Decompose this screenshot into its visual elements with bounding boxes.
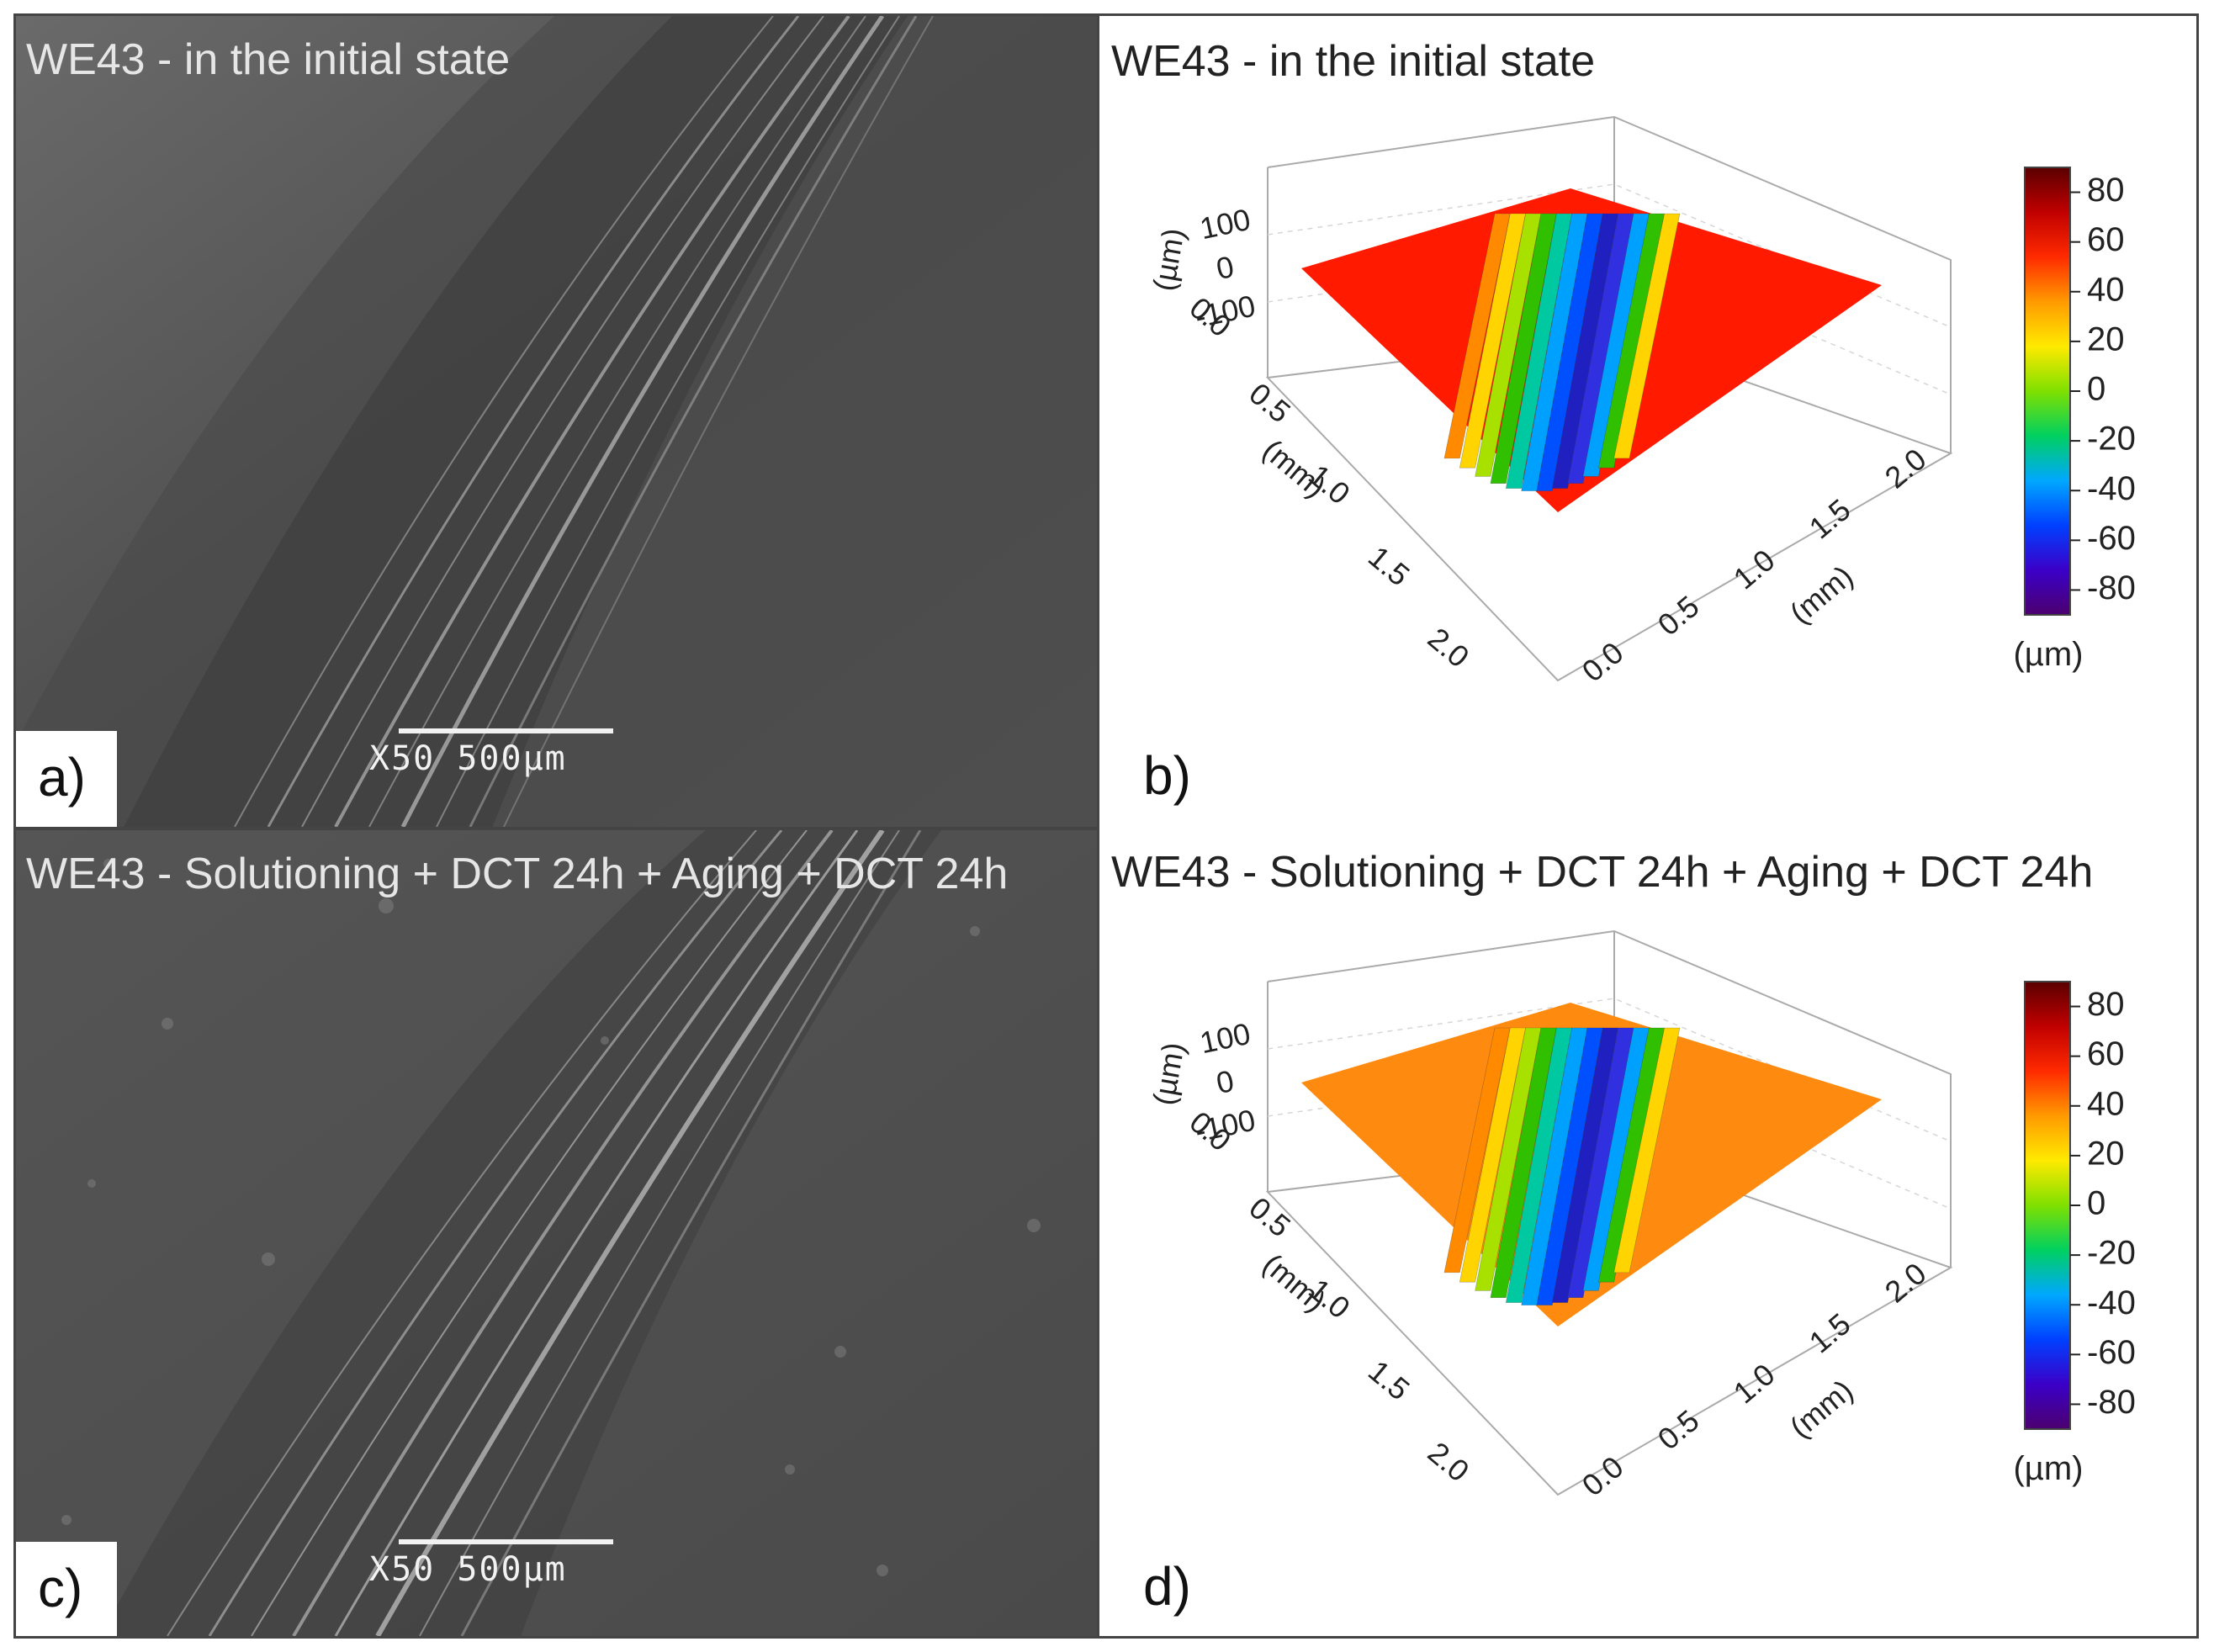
z-tick-label: 0: [1213, 1063, 1237, 1100]
z-axis-label: (µm): [1146, 1040, 1190, 1108]
groove-band: [1505, 213, 1573, 489]
horizontal-divider: [16, 827, 1097, 830]
colorbar: 80 60 40 20 0 -20 -40 -60 -80(µm): [2013, 981, 2136, 1487]
z-tick-label: 0: [1213, 249, 1237, 286]
y-tick-label: 1.0: [1727, 543, 1782, 596]
z-axis-label: (µm): [1146, 225, 1190, 294]
colorbar-tick-label: 60: [2087, 1035, 2125, 1072]
colorbar-unit-label: (µm): [2013, 1450, 2083, 1487]
x-tick-label: 2.0: [1422, 621, 1476, 675]
figure-frame: WE43 - in the initial state X50 500µm a): [13, 13, 2199, 1639]
groove-band: [1490, 213, 1557, 484]
surface-plot-d: WE43 - Solutioning + DCT 24h + Aging + D…: [1099, 830, 2196, 1636]
groove-band: [1567, 1027, 1634, 1299]
plot-title-b: WE43 - in the initial state: [1111, 37, 1596, 86]
groove-band: [1582, 1027, 1650, 1291]
groove-band: [1475, 213, 1542, 477]
colorbar-tick-label: 60: [2087, 221, 2125, 258]
colorbar-tick-label: -20: [2087, 421, 2136, 458]
surface-mesh: [1301, 1003, 1882, 1326]
colorbar-tick-label: 80: [2087, 986, 2125, 1023]
panel-label-c-text: c): [38, 1558, 83, 1618]
surface-plot-b: WE43 - in the initial state 100 0 -100 (µm)…: [1099, 16, 2196, 827]
z-tick-label: 100: [1197, 1016, 1253, 1061]
y-axis-label: (mm): [1783, 559, 1860, 630]
groove-band: [1613, 213, 1681, 459]
colorbar-unit-label: (µm): [2013, 636, 2083, 673]
scale-bar-a: [399, 728, 613, 733]
x-tick-label: 1.5: [1362, 539, 1417, 593]
sem-image-c: WE43 - Solutioning + DCT 24h + Aging + D…: [16, 830, 1097, 1636]
x-tick-label: 2.0: [1422, 1435, 1476, 1489]
groove-band: [1567, 213, 1634, 484]
surface-plot-svg-b: 1000-100(µm)0.00.51.01.52.0(mm)0.00.51.0…: [1146, 115, 2136, 689]
y-tick-label: 1.5: [1803, 492, 1857, 546]
y-axis-label: (mm): [1783, 1373, 1860, 1444]
x-tick-label: 1.5: [1362, 1353, 1417, 1407]
colorbar-tick-label: -40: [2087, 470, 2136, 507]
x-tick-label: 0.5: [1242, 376, 1297, 430]
groove-band: [1536, 213, 1603, 491]
vertical-divider: [1097, 16, 1099, 1636]
groove-band: [1490, 1027, 1557, 1299]
groove-band: [1459, 1027, 1527, 1283]
y-tick-label: 1.0: [1727, 1357, 1782, 1411]
y-tick-label: 0.5: [1651, 589, 1706, 643]
groove-band: [1475, 1027, 1542, 1291]
panel-label-a: a): [16, 731, 117, 827]
groove-band: [1551, 1027, 1619, 1303]
y-tick-label: 0.5: [1651, 1403, 1706, 1457]
plot-title-d: WE43 - Solutioning + DCT 24h + Aging + D…: [1111, 848, 2094, 897]
groove-band: [1505, 1027, 1573, 1303]
colorbar-gradient: [2024, 167, 2071, 616]
colorbar-gradient: [2024, 981, 2071, 1430]
y-tick-label: 2.0: [1878, 442, 1933, 495]
groove-band: [1443, 213, 1511, 459]
colorbar: 80 60 40 20 0 -20 -40 -60 -80(µm): [2013, 167, 2136, 673]
colorbar-tick-label: 0: [2087, 371, 2105, 408]
surface-plot-svg-d: 1000-100(µm)0.00.51.01.52.0(mm)0.00.51.0…: [1146, 929, 2136, 1503]
y-tick-label: 1.5: [1803, 1306, 1857, 1360]
colorbar-tick-label: 40: [2087, 1085, 2125, 1122]
colorbar-tick-label: -60: [2087, 520, 2136, 557]
colorbar-tick-label: -80: [2087, 569, 2136, 606]
colorbar-tick-label: 0: [2087, 1185, 2105, 1222]
z-tick-label: 100: [1197, 202, 1253, 246]
groove-band: [1613, 1027, 1681, 1273]
panel-label-a-text: a): [38, 747, 86, 807]
sem-image-a: WE43 - in the initial state X50 500µm a): [16, 16, 1097, 827]
groove-band: [1551, 213, 1619, 489]
sem-title-a: WE43 - in the initial state: [26, 35, 511, 84]
sem-scratch-texture-c: [16, 830, 1097, 1636]
groove-band: [1459, 213, 1527, 469]
scale-bar-label-a: X50 500µm: [369, 739, 567, 778]
panel-label-c: c): [16, 1542, 117, 1636]
groove-band: [1597, 213, 1666, 469]
scale-bar-c: [399, 1539, 613, 1544]
colorbar-tick-label: 80: [2087, 172, 2125, 209]
groove-band: [1443, 1027, 1511, 1273]
panel-label-d: d): [1143, 1556, 1191, 1617]
panel-label-b: b): [1143, 745, 1191, 806]
x-tick-label: 0.5: [1242, 1190, 1297, 1244]
scale-bar-label-c: X50 500µm: [369, 1550, 567, 1589]
surface-mesh: [1301, 188, 1882, 512]
y-tick-label: 2.0: [1878, 1256, 1933, 1310]
groove-band: [1536, 1027, 1603, 1305]
colorbar-tick-label: 20: [2087, 1135, 2125, 1172]
colorbar-tick-label: -60: [2087, 1334, 2136, 1371]
sem-scratch-texture-a: [16, 16, 1097, 827]
colorbar-tick-label: -40: [2087, 1284, 2136, 1321]
colorbar-tick-label: 20: [2087, 320, 2125, 357]
sem-title-c: WE43 - Solutioning + DCT 24h + Aging + D…: [26, 850, 1009, 898]
colorbar-tick-label: 40: [2087, 271, 2125, 308]
colorbar-tick-label: -20: [2087, 1235, 2136, 1272]
colorbar-tick-label: -80: [2087, 1384, 2136, 1421]
groove-band: [1597, 1027, 1666, 1283]
groove-band: [1582, 213, 1650, 477]
